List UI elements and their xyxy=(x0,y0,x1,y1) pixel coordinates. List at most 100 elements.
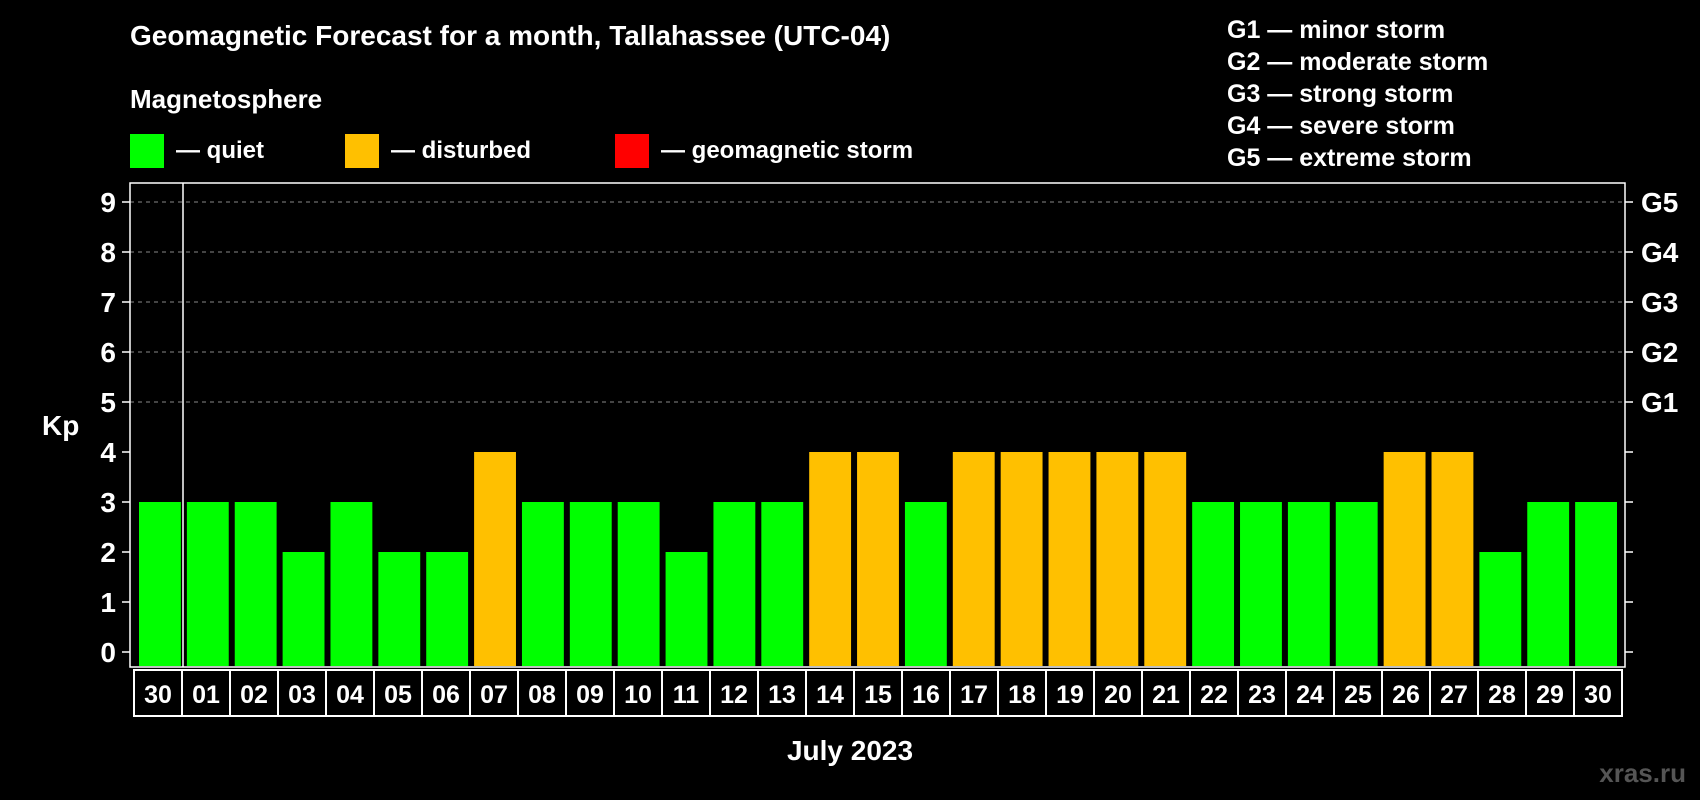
bar-29-29 xyxy=(1527,502,1570,666)
storm-level-g5: G5 — extreme storm xyxy=(1227,144,1472,172)
x-axis-label: July 2023 xyxy=(786,735,914,766)
legend-heading: Magnetosphere xyxy=(130,84,323,114)
y-tick-label-9: 9 xyxy=(100,187,116,218)
bar-10-10 xyxy=(617,502,660,666)
x-tick-label-27: 27 xyxy=(1440,681,1468,709)
bar-13-13 xyxy=(761,502,804,666)
x-tick-label-18: 18 xyxy=(1008,681,1036,709)
legend-item-storm: — geomagnetic storm xyxy=(615,134,913,168)
y-tick-label-4: 4 xyxy=(100,437,116,468)
bar-16-16 xyxy=(904,502,947,666)
x-tick-label-28: 28 xyxy=(1488,681,1516,709)
bar-1-01 xyxy=(186,502,229,666)
bar-6-06 xyxy=(426,552,469,666)
y-tick-label-7: 7 xyxy=(100,287,116,318)
bar-12-12 xyxy=(713,502,756,666)
x-tick-label-4: 04 xyxy=(336,681,364,709)
bar-24-24 xyxy=(1287,502,1330,666)
y-tick-label-3: 3 xyxy=(100,487,116,518)
x-tick-label-5: 05 xyxy=(384,681,412,709)
bar-11-11 xyxy=(665,552,708,666)
x-tick-label-30: 30 xyxy=(1584,681,1612,709)
legend-swatch-disturbed xyxy=(345,134,379,168)
x-tick-label-22: 22 xyxy=(1200,681,1228,709)
storm-level-g1: G1 — minor storm xyxy=(1227,16,1446,44)
x-tick-label-8: 08 xyxy=(528,681,556,709)
x-tick-label-19: 19 xyxy=(1056,681,1084,709)
bar-17-17 xyxy=(952,452,995,666)
plot-frame xyxy=(129,182,1626,668)
x-tick-label-1: 01 xyxy=(192,681,220,709)
bar-0-30 xyxy=(139,502,181,666)
right-axis-label-g4: G4 xyxy=(1641,237,1679,268)
bar-20-20 xyxy=(1096,452,1139,666)
x-tick-label-20: 20 xyxy=(1104,681,1132,709)
x-tick-label-26: 26 xyxy=(1392,681,1420,709)
bar-22-22 xyxy=(1192,502,1235,666)
storm-level-g4: G4 — severe storm xyxy=(1227,112,1455,140)
legend-label-quiet: — quiet xyxy=(176,137,264,164)
legend-item-quiet: — quiet xyxy=(130,134,264,168)
bar-27-27 xyxy=(1431,452,1474,666)
x-tick-label-0: 30 xyxy=(144,681,172,709)
watermark: xras.ru xyxy=(1599,758,1686,788)
bar-19-19 xyxy=(1048,452,1091,666)
bar-23-23 xyxy=(1240,502,1282,666)
bar-26-26 xyxy=(1383,452,1426,666)
bar-9-09 xyxy=(569,502,612,666)
legend-label-storm: — geomagnetic storm xyxy=(661,137,914,164)
bar-18-18 xyxy=(1000,452,1043,666)
y-axis-label: Kp xyxy=(42,410,80,441)
bar-2-02 xyxy=(234,502,277,666)
y-tick-label-1: 1 xyxy=(100,587,116,618)
x-tick-label-11: 11 xyxy=(673,681,700,709)
x-tick-label-16: 16 xyxy=(912,681,940,709)
y-tick-label-5: 5 xyxy=(100,387,116,418)
y-tick-label-0: 0 xyxy=(100,637,116,668)
bar-28-28 xyxy=(1479,552,1522,666)
x-tick-label-17: 17 xyxy=(960,681,988,709)
x-tick-label-14: 14 xyxy=(816,681,844,709)
bar-4-04 xyxy=(330,502,373,666)
bar-7-07 xyxy=(474,452,516,666)
x-tick-label-15: 15 xyxy=(864,681,892,709)
y-tick-label-6: 6 xyxy=(100,337,116,368)
storm-level-g3: G3 — strong storm xyxy=(1227,80,1454,108)
x-tick-label-7: 07 xyxy=(480,681,508,709)
bar-5-05 xyxy=(378,552,421,666)
x-tick-label-13: 13 xyxy=(768,681,796,709)
legend-swatch-quiet xyxy=(130,134,164,168)
bar-3-03 xyxy=(282,552,325,666)
x-tick-label-24: 24 xyxy=(1296,681,1324,709)
right-axis-label-g5: G5 xyxy=(1641,187,1678,218)
x-tick-label-25: 25 xyxy=(1344,681,1372,709)
right-axis-label-g2: G2 xyxy=(1641,337,1678,368)
x-tick-label-29: 29 xyxy=(1536,681,1564,709)
x-tick-label-23: 23 xyxy=(1248,681,1276,709)
right-axis-label-g1: G1 xyxy=(1641,387,1678,418)
x-tick-label-9: 09 xyxy=(576,681,604,709)
y-tick-label-8: 8 xyxy=(100,237,116,268)
x-tick-label-2: 02 xyxy=(240,681,268,709)
storm-level-g2: G2 — moderate storm xyxy=(1227,48,1489,76)
x-tick-label-10: 10 xyxy=(624,681,652,709)
x-tick-label-3: 03 xyxy=(288,681,316,709)
bar-21-21 xyxy=(1144,452,1187,666)
bar-15-15 xyxy=(857,452,899,666)
bar-25-25 xyxy=(1335,502,1378,666)
x-tick-label-12: 12 xyxy=(720,681,748,709)
chart-title: Geomagnetic Forecast for a month, Tallah… xyxy=(130,20,891,51)
x-axis-category-box xyxy=(133,669,1623,717)
legend-label-disturbed: — disturbed xyxy=(391,137,532,164)
legend-swatch-storm xyxy=(615,134,649,168)
bar-30-30 xyxy=(1575,502,1617,666)
y-tick-label-2: 2 xyxy=(100,537,116,568)
x-tick-label-21: 21 xyxy=(1152,681,1180,709)
right-axis-label-g3: G3 xyxy=(1641,287,1678,318)
storm-level-legend: G1 — minor storm G2 — moderate storm G3 … xyxy=(1227,14,1488,174)
bar-8-08 xyxy=(521,502,564,666)
x-tick-label-6: 06 xyxy=(432,681,460,709)
legend-item-disturbed: — disturbed xyxy=(345,134,531,168)
bar-14-14 xyxy=(809,452,852,666)
